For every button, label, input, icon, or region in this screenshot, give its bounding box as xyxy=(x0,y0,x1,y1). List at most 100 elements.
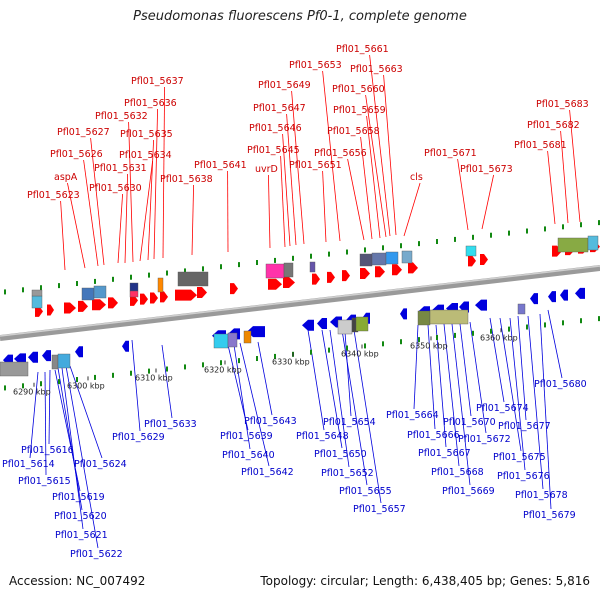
reverse-label-leader xyxy=(499,317,522,452)
reverse-label-leader xyxy=(344,331,352,417)
forward-gene-arrow xyxy=(360,268,370,279)
reverse-label-leader xyxy=(233,344,251,450)
reverse-label-leader xyxy=(469,321,487,434)
forward-label-leader xyxy=(268,174,271,249)
reverse-gene-label: Pfl01_5677 xyxy=(498,421,551,432)
feature-box xyxy=(429,309,469,325)
forward-gene-arrow xyxy=(78,300,88,312)
genome-backbone-highlight xyxy=(0,265,600,337)
reverse-label-leader xyxy=(539,313,552,510)
reverse-label-leader xyxy=(69,365,103,459)
reverse-label-leader xyxy=(57,367,83,511)
forward-gene-arrow xyxy=(230,283,238,295)
feature-box xyxy=(371,252,387,266)
feature-box xyxy=(337,319,353,335)
reverse-gene-label: Pfl01_5643 xyxy=(244,416,297,427)
reverse-gene-label: Pfl01_5678 xyxy=(515,490,568,501)
forward-gene-label: Pfl01_5627 xyxy=(57,127,110,138)
forward-gene-label: Pfl01_5623 xyxy=(27,190,80,201)
accession-text: Accession: NC_007492 xyxy=(9,574,146,588)
forward-gene-arrow xyxy=(375,266,385,278)
forward-gene-arrow xyxy=(312,273,320,285)
reverse-label-leader xyxy=(257,341,273,416)
forward-label-leader xyxy=(60,200,66,271)
forward-gene-label: Pfl01_5663 xyxy=(350,64,403,75)
feature-box xyxy=(0,361,29,377)
forward-label-leader xyxy=(360,136,373,240)
forward-gene-arrow xyxy=(47,304,54,316)
forward-gene-label: Pfl01_5660 xyxy=(332,84,385,95)
reverse-gene-label: Pfl01_5668 xyxy=(431,467,484,478)
forward-label-leader xyxy=(162,86,165,259)
reverse-label-leader xyxy=(451,323,471,486)
reverse-gene-arrow xyxy=(530,293,538,305)
reverse-gene-label: Pfl01_5642 xyxy=(241,467,294,478)
forward-label-leader xyxy=(139,160,153,262)
forward-gene-label: Pfl01_5658 xyxy=(327,126,380,137)
forward-label-leader xyxy=(67,182,86,269)
forward-label-leader xyxy=(153,108,158,260)
reverse-label-leader xyxy=(353,329,382,504)
feature-box xyxy=(517,303,526,315)
reverse-gene-label: Pfl01_5670 xyxy=(443,417,496,428)
reverse-gene-label: Pfl01_5629 xyxy=(112,432,165,443)
forward-gene-arrow xyxy=(108,297,118,309)
forward-gene-label: Pfl01_5681 xyxy=(514,140,567,151)
forward-gene-arrow xyxy=(408,262,418,274)
forward-label-leader xyxy=(90,137,105,266)
forward-label-leader xyxy=(117,193,123,264)
reverse-gene-label: Pfl01_5680 xyxy=(534,379,587,390)
forward-label-leader xyxy=(191,184,194,256)
feature-box xyxy=(283,262,294,278)
reverse-gene-label: Pfl01_5664 xyxy=(386,410,439,421)
forward-label-leader xyxy=(457,158,469,231)
forward-gene-label: Pfl01_5651 xyxy=(289,160,342,171)
forward-label-leader xyxy=(560,130,569,224)
reverse-label-leader xyxy=(509,317,526,471)
forward-label-leader xyxy=(481,174,494,230)
forward-gene-arrow xyxy=(92,299,106,311)
reverse-gene-label: Pfl01_5676 xyxy=(497,471,550,482)
reverse-label-leader xyxy=(489,317,505,403)
feature-box xyxy=(31,289,43,297)
reverse-label-leader xyxy=(341,329,368,486)
forward-gene-arrow xyxy=(150,292,158,304)
reverse-label-leader xyxy=(443,323,460,467)
forward-gene-arrow xyxy=(342,270,350,282)
reverse-gene-label: Pfl01_5614 xyxy=(2,459,55,470)
reverse-gene-arrow xyxy=(548,291,556,303)
reverse-gene-label: Pfl01_5654 xyxy=(323,417,376,428)
forward-label-leader xyxy=(403,182,421,237)
scale-tick-label: 6290 kbp xyxy=(13,388,51,397)
forward-label-leader xyxy=(569,109,581,223)
forward-gene-arrow xyxy=(140,293,148,305)
reverse-gene-label: Pfl01_5633 xyxy=(144,419,197,430)
reverse-gene-label: Pfl01_5639 xyxy=(220,431,273,442)
reverse-gene-label: Pfl01_5669 xyxy=(442,486,495,497)
feature-box xyxy=(557,237,589,253)
feature-box xyxy=(177,271,209,287)
feature-box xyxy=(31,295,43,309)
reverse-label-leader xyxy=(435,324,447,448)
forward-gene-label: Pfl01_5653 xyxy=(289,60,342,71)
forward-gene-label: Pfl01_5635 xyxy=(120,129,173,140)
forward-gene-label: Pfl01_5661 xyxy=(336,44,389,55)
reverse-label-leader xyxy=(48,369,51,445)
forward-gene-label: Pfl01_5647 xyxy=(253,103,306,114)
forward-gene-label: Pfl01_5632 xyxy=(95,111,148,122)
reverse-gene-label: Pfl01_5619 xyxy=(52,492,105,503)
forward-gene-label: Pfl01_5630 xyxy=(89,183,142,194)
forward-gene-label: Pfl01_5682 xyxy=(527,120,580,131)
reverse-label-leader xyxy=(54,369,81,492)
reverse-gene-label: Pfl01_5648 xyxy=(296,431,349,442)
reverse-gene-arrow xyxy=(560,289,568,301)
reverse-gene-arrow xyxy=(459,301,469,313)
scale-tick-label: 6300 kbp xyxy=(67,381,105,390)
reverse-gene-arrow xyxy=(247,326,265,338)
reverse-gene-label: Pfl01_5655 xyxy=(339,486,392,497)
forward-label-leader xyxy=(347,158,365,241)
reverse-gene-arrow xyxy=(42,350,51,362)
feature-box xyxy=(359,253,373,267)
forward-gene-arrow xyxy=(480,254,488,265)
forward-label-leader xyxy=(282,133,291,247)
